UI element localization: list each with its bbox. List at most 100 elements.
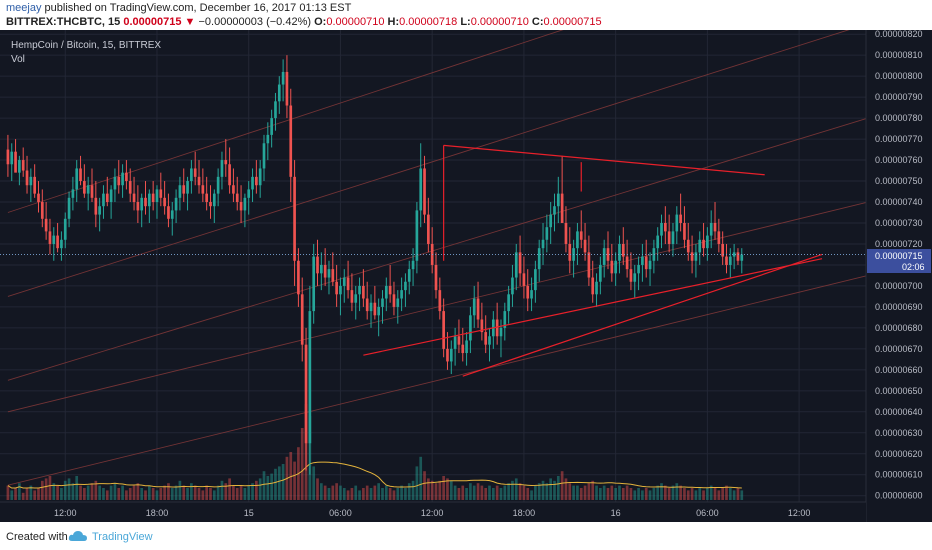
volume-bar [316,478,319,500]
candle-body [277,84,281,102]
candle-body [595,281,598,295]
volume-bar [721,488,725,500]
volume-bar [388,488,392,500]
candle-body [14,151,17,173]
volume-bar [518,483,522,500]
volume-bar [102,488,105,500]
volume-bar [667,488,671,500]
candle-body [174,197,178,211]
volume-bar [576,485,579,500]
volume-bar [702,490,705,500]
volume-bar [132,485,136,500]
price-tick-label: 0.00000720 [875,239,923,249]
candle-body [556,193,560,207]
candle-body [576,231,579,249]
volume-bar [618,485,621,500]
volume-bar [247,485,251,500]
volume-bar [671,485,675,500]
candle-body [706,235,709,249]
candle-body [29,176,33,186]
candle-body [641,256,644,265]
candle-body [411,260,415,270]
volume-bar [128,488,132,500]
candle-body [530,290,533,299]
open-label: O: [314,16,327,28]
candle-body [304,344,308,444]
price-tick-label: 0.00000820 [875,30,923,39]
volume-bar [37,488,40,500]
publish-line: meejay published on TradingView.com, Dec… [6,2,351,14]
volume-bar [159,488,163,500]
candle-body [438,290,442,312]
candle-body [90,185,94,198]
candle-body [48,231,52,244]
candle-body [300,294,304,345]
candle-body [392,294,396,307]
channel-line [7,30,564,213]
volume-bar [675,483,679,500]
volume-bar [732,490,736,500]
candle-body [342,277,346,286]
volume-moving-average-line [7,461,742,489]
volume-bar [98,485,101,500]
candle-body [197,176,201,186]
candle-body [308,311,312,444]
volume-bar [599,488,602,500]
price-tick-label: 0.00000690 [875,302,923,312]
price-tick-label: 0.00000630 [875,428,923,438]
time-tick-label: 06:00 [329,508,352,518]
candle-body [602,248,606,265]
author-link[interactable]: meejay [6,2,42,14]
volume-bar [262,471,266,500]
volume-bar [255,480,258,500]
candle-body [591,277,595,295]
volume-bar [740,490,744,500]
volume-bar [21,492,25,500]
tradingview-brand[interactable]: TradingView [92,531,153,543]
candle-body [220,160,224,177]
volume-bar [644,488,648,500]
volume-bar [442,476,445,500]
candle-body [94,197,98,215]
volume-bar [583,485,587,500]
candle-body [205,193,209,203]
candle-body [453,336,457,349]
volume-bar [339,485,342,500]
volume-bar [648,490,652,500]
volume-bar [193,485,197,500]
volume-bar [239,485,243,500]
volume-bar [491,488,495,500]
volume-bar [465,488,468,500]
candle-body [621,243,625,257]
volume-bar [564,478,568,500]
volume-bar [736,488,740,500]
candle-body [262,143,266,169]
candle-body [209,202,212,207]
volume-bar [553,480,556,500]
candle-body [190,168,193,182]
candle-body [415,210,419,261]
volume-bar [507,483,510,500]
time-axis-ticks[interactable]: 12:00 18:00 15 06:00 12:00 18:00 16 06:00 12:00 [54,508,810,518]
volume-bar [472,485,476,500]
candle-body [461,344,465,354]
volume-bar [67,478,71,500]
price-axis-background [866,30,932,522]
price-axis-ticks[interactable]: 0.00000820 0.00000810 0.00000800 0.00000790… [875,30,923,501]
price-chart[interactable]: 0.00000820 0.00000810 0.00000800 0.00000790… [0,30,932,522]
candle-body [235,193,239,203]
volume-bar [197,488,201,500]
time-tick-label: 16 [611,508,621,518]
volume-bar [717,490,721,500]
volume-bar [560,471,564,500]
candle-body [683,222,686,240]
volume-bar [621,488,625,500]
candle-body [702,239,705,249]
volume-bar [679,485,682,500]
candle-body [79,168,82,182]
candle-body [105,193,109,203]
price-tick-label: 0.00000600 [875,491,923,501]
candle-body [159,189,163,198]
volume-bar [346,490,350,500]
low-label: L: [460,16,471,28]
